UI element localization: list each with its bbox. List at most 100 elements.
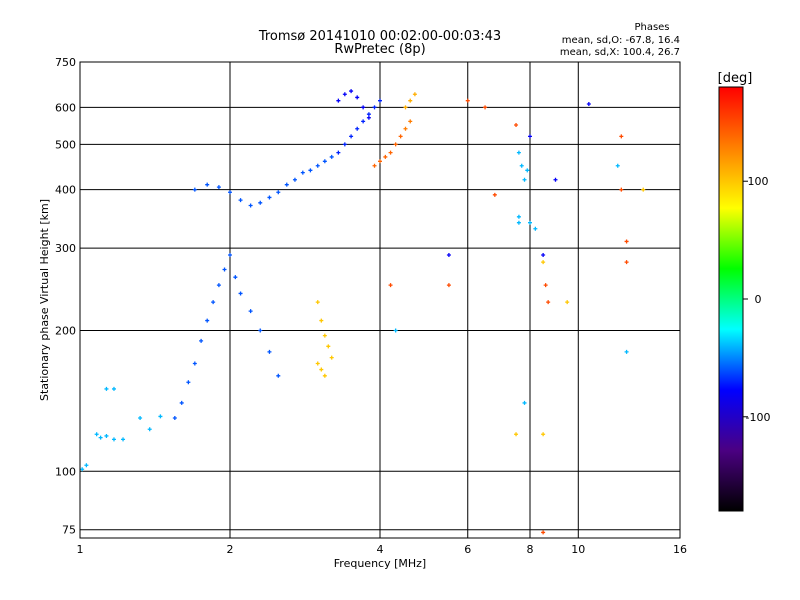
y-tick-label: 100 — [55, 465, 76, 478]
scatter-point — [522, 177, 527, 182]
scatter-point — [361, 119, 366, 124]
y-tick-labels: 75 100 200 300 400 500 600 750 — [55, 56, 76, 537]
scatter-point — [446, 253, 451, 258]
scatter-point — [233, 275, 238, 280]
scatter-point — [641, 187, 646, 192]
scatter-point — [104, 433, 109, 438]
scatter-point — [483, 105, 488, 110]
scatter-point — [342, 142, 347, 147]
scatter-point — [238, 198, 243, 203]
scatter-point — [211, 300, 216, 305]
phases-mean-o: mean, sd,O: -67.8, 16.4 — [562, 35, 680, 46]
y-tick-label: 200 — [55, 324, 76, 337]
scatter-point — [543, 283, 548, 288]
scatter-point — [378, 98, 382, 103]
phases-mean-x: mean, sd,X: 100.4, 26.7 — [560, 47, 680, 58]
scatter-point — [258, 328, 263, 333]
scatter-point — [408, 98, 413, 103]
scatter-point — [238, 291, 243, 296]
scatter-point — [216, 185, 221, 190]
scatter-point — [465, 98, 470, 103]
scatter-point — [205, 318, 210, 323]
scatter-point — [553, 177, 558, 182]
scatter-point — [267, 195, 272, 200]
y-tick-label: 75 — [62, 524, 76, 537]
scatter-point — [541, 253, 546, 258]
scatter-point — [192, 187, 197, 192]
scatter-point — [408, 119, 413, 124]
x-tick-label: 1 — [77, 543, 84, 556]
scatter-point — [179, 400, 184, 405]
scatter-point — [248, 309, 253, 314]
scatter-point — [565, 300, 570, 305]
scatter-point — [522, 400, 527, 405]
scatter-point — [403, 105, 408, 110]
scatter-point — [393, 142, 398, 147]
scatter-point — [322, 159, 327, 164]
scatter-point — [624, 260, 629, 265]
scatter-point — [516, 214, 521, 219]
scatter-point — [378, 159, 382, 164]
y-tick-label: 750 — [55, 56, 76, 69]
scatter-point — [388, 283, 393, 288]
scatter-point — [361, 105, 366, 110]
scatter-point — [342, 92, 347, 97]
colorbar-tick-label: 100 — [748, 175, 769, 188]
x-tick-label: 8 — [527, 543, 534, 556]
scatter-point — [619, 187, 624, 192]
scatter-point — [398, 134, 403, 139]
y-tick-label: 300 — [55, 242, 76, 255]
scatter-point — [388, 150, 393, 155]
scatter-point — [319, 367, 324, 372]
scatter-point — [284, 182, 289, 187]
x-tick-label: 2 — [227, 543, 234, 556]
scatter-point — [525, 168, 530, 173]
scatter-point — [541, 530, 546, 535]
scatter-point — [329, 355, 334, 360]
plot-frame — [79, 61, 681, 539]
colorbar-label: [deg] — [718, 71, 753, 86]
scatter-point — [300, 170, 305, 175]
y-tick-label: 600 — [55, 101, 76, 114]
scatter-point — [514, 432, 519, 437]
scatter-point — [138, 415, 143, 420]
scatter-point — [546, 300, 551, 305]
scatter-point — [216, 283, 221, 288]
scatter-point — [541, 260, 546, 265]
scatter-point — [267, 349, 272, 354]
scatter-point — [199, 338, 204, 343]
scatter-point — [258, 200, 263, 205]
scatter-point — [276, 373, 281, 378]
scatter-point — [624, 239, 629, 244]
scatter-point — [516, 220, 521, 225]
scatter-point — [393, 328, 398, 333]
scatter-point — [372, 163, 377, 168]
x-tick-label: 16 — [673, 543, 687, 556]
scatter-point — [315, 361, 320, 366]
scatter-point — [186, 380, 191, 385]
scatter-point — [355, 95, 360, 100]
scatter-point — [228, 190, 232, 195]
scatter-point — [403, 126, 408, 131]
scatter-point — [412, 92, 417, 97]
scatter-point — [192, 361, 197, 366]
chart-title: Tromsø 20141010 00:02:00-00:03:43 — [258, 29, 501, 44]
scatter-point — [366, 115, 371, 120]
scatter-point — [519, 163, 524, 168]
scatter-point — [222, 267, 227, 272]
scatter-point — [528, 220, 532, 225]
scatter-point — [372, 105, 377, 110]
scatter-point — [172, 415, 177, 420]
scatter-point — [533, 226, 538, 231]
scatter-point — [322, 373, 327, 378]
scatter-point — [111, 386, 116, 391]
scatter-point — [94, 432, 99, 437]
scatter-point — [158, 414, 163, 419]
y-axis-label: Stationary phase Virtual Height [km] — [38, 199, 51, 401]
scatter-point — [514, 123, 519, 127]
scatter-point — [619, 134, 624, 139]
x-tick-label: 6 — [464, 543, 471, 556]
scatter-point — [322, 333, 327, 338]
x-tick-label: 4 — [377, 543, 384, 556]
